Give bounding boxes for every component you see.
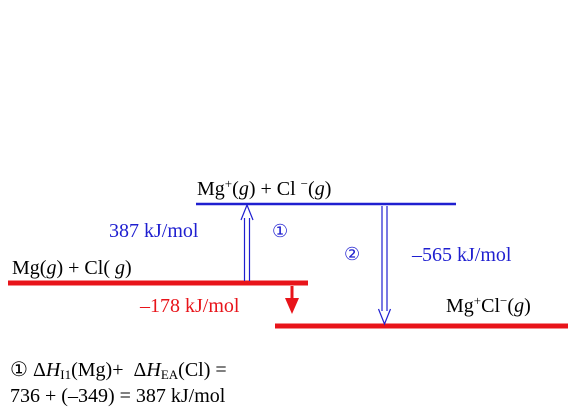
atoms-gas-level-label: Mg(g) + Cl( g) — [12, 257, 132, 279]
ion-pair-level-label: Mg+Cl−(g) — [446, 293, 531, 317]
step2-value-label: –565 kJ/mol — [412, 244, 512, 266]
note-equation-line1: ① ΔHI1(Mg)+ ΔHEA(Cl) = — [10, 359, 227, 382]
ions-gas-level-label: Mg+(g) + Cl −(g) — [197, 176, 332, 200]
step2-marker: ② — [344, 244, 361, 264]
net-solid-arrow — [285, 286, 299, 314]
step1-hollow-arrow — [240, 203, 254, 281]
step1-value-label: 387 kJ/mol — [109, 220, 199, 242]
step2-hollow-arrow — [377, 206, 392, 326]
step1-marker: ① — [272, 221, 289, 241]
note-equation-line2: 736 + (–349) = 387 kJ/mol — [10, 385, 226, 407]
net-value-label: –178 kJ/mol — [140, 295, 240, 317]
